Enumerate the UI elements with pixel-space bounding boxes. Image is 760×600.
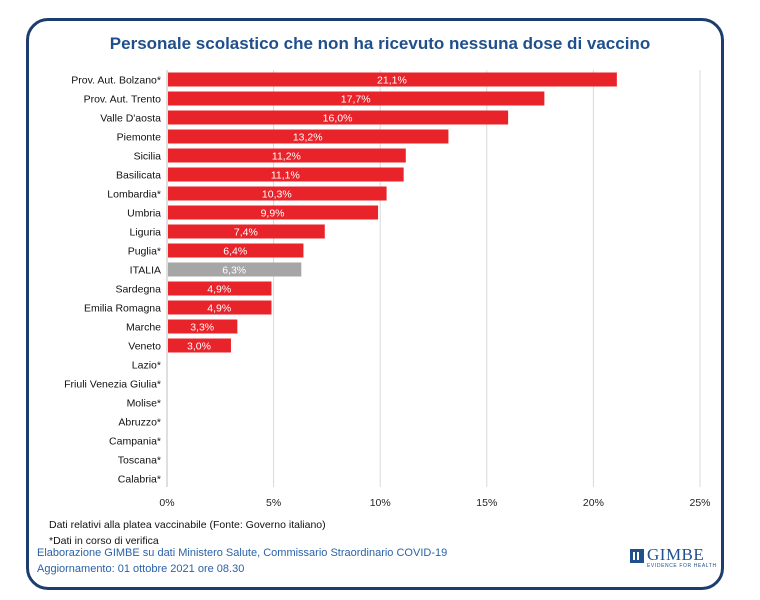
logo-tagline: EVIDENCE FOR HEALTH [647, 563, 717, 569]
data-label: 21,1% [377, 75, 407, 87]
category-label: Valle D'aosta [100, 113, 161, 125]
bar [168, 262, 302, 277]
bar [168, 129, 449, 144]
category-label: Sicilia [134, 151, 162, 163]
category-label: Marche [126, 322, 161, 334]
x-tick-label: 15% [476, 497, 497, 509]
gimbe-logo-icon [630, 549, 644, 563]
bar [168, 338, 231, 353]
data-label: 3,0% [187, 341, 211, 353]
bar [168, 281, 272, 296]
category-label: Veneto [128, 341, 161, 353]
category-label: Prov. Aut. Trento [84, 94, 162, 106]
data-label: 3,3% [190, 322, 214, 334]
x-tick-label: 5% [266, 497, 281, 509]
data-label: 6,4% [223, 246, 247, 258]
category-label: Abruzzo* [118, 417, 161, 429]
bar [168, 205, 379, 220]
bar [168, 243, 304, 258]
category-label: Molise* [127, 398, 161, 410]
data-label: 6,3% [222, 265, 246, 277]
bar [168, 319, 238, 334]
category-label: Prov. Aut. Bolzano* [71, 75, 161, 87]
bar [168, 148, 406, 163]
data-label: 7,4% [234, 227, 258, 239]
category-label: Toscana* [118, 455, 161, 467]
bar [168, 91, 545, 106]
category-label: Sardegna [115, 284, 161, 296]
data-label: 4,9% [207, 284, 231, 296]
data-label: 4,9% [207, 303, 231, 315]
category-label: Umbria [127, 208, 161, 220]
category-label: Liguria [129, 227, 161, 239]
category-label: Friuli Venezia Giulia* [64, 379, 161, 391]
chart-title: Personale scolastico che non ha ricevuto… [109, 34, 651, 53]
source-note: Dati relativi alla platea vaccinabile (F… [49, 519, 326, 531]
x-tick-label: 20% [583, 497, 604, 509]
x-tick-label: 0% [159, 497, 174, 509]
gimbe-logo: GIMBE EVIDENCE FOR HEALTH [630, 545, 716, 574]
footnote: *Dati in corso di verifica [49, 535, 159, 547]
update-timestamp: Aggiornamento: 01 ottobre 2021 ore 08.30 [37, 563, 245, 575]
notes: Dati relativi alla platea vaccinabile (F… [49, 517, 326, 549]
bar [168, 300, 272, 315]
data-label: 10,3% [262, 189, 292, 201]
data-label: 11,2% [272, 151, 301, 163]
bar [168, 224, 325, 239]
category-label: Piemonte [117, 132, 162, 144]
category-label: Lazio* [132, 360, 161, 372]
category-label: Calabria* [118, 474, 161, 486]
data-label: 13,2% [293, 132, 323, 144]
category-label: Campania* [109, 436, 161, 448]
bar [168, 167, 404, 182]
bar [168, 110, 509, 125]
category-label: ITALIA [130, 265, 161, 277]
logo-name: GIMBE [647, 545, 705, 564]
data-label: 17,7% [341, 94, 371, 106]
credits: Elaborazione GIMBE su dati Ministero Sal… [37, 545, 447, 577]
data-label: 16,0% [323, 113, 353, 125]
data-label: 11,1% [271, 170, 300, 182]
category-label: Basilicata [116, 170, 161, 182]
category-label: Puglia* [128, 246, 161, 258]
data-label: 9,9% [261, 208, 285, 220]
bar [168, 72, 617, 87]
elaboration-credit: Elaborazione GIMBE su dati Ministero Sal… [37, 547, 448, 559]
x-tick-label: 10% [370, 497, 391, 509]
category-label: Lombardia* [107, 189, 161, 201]
x-tick-label: 25% [689, 497, 710, 509]
bar [168, 186, 387, 201]
category-label: Emilia Romagna [84, 303, 161, 315]
